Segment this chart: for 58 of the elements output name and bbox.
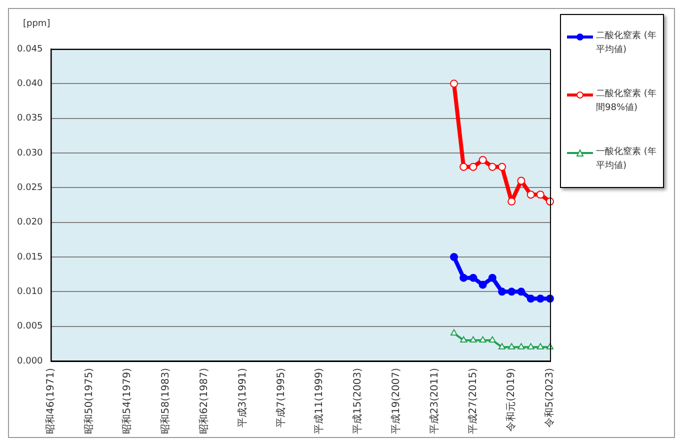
point <box>536 343 544 350</box>
point <box>536 190 544 199</box>
point <box>526 294 535 303</box>
y-tick-label: 0.020 <box>17 218 44 228</box>
y-axis-title: [ppm] <box>23 19 50 29</box>
y-tick-label: 0.035 <box>17 114 43 124</box>
point <box>536 294 544 303</box>
point <box>488 162 496 171</box>
point <box>469 162 478 171</box>
point <box>498 288 506 296</box>
x-tick-label: 昭和62(1987) <box>198 368 210 434</box>
y-tick-label: 0.025 <box>17 183 43 194</box>
point <box>488 336 496 342</box>
y-tick-label: 0.030 <box>17 148 44 158</box>
point <box>478 156 487 164</box>
x-tick-label: 平成11(1999) <box>313 368 326 434</box>
legend-label: 二酸化窒素 (年間98%値) <box>596 88 657 115</box>
x-tick-label: 令和元(2019) <box>505 368 518 432</box>
x-tick-label: 令和5(2023) <box>544 368 556 428</box>
x-tick-label: 平成15(2003) <box>352 368 364 434</box>
x-tick-label: 平成19(2007) <box>390 368 402 434</box>
point <box>478 280 487 289</box>
y-tick-label: 0.015 <box>17 252 43 262</box>
point <box>517 176 526 185</box>
x-tick-label: 平成27(2015) <box>466 368 479 434</box>
point <box>508 198 516 206</box>
point <box>450 253 458 262</box>
y-tick-label: 0.005 <box>17 322 43 332</box>
point <box>527 343 534 350</box>
y-tick-label: 0.040 <box>17 79 44 90</box>
point <box>460 162 468 171</box>
point <box>470 336 477 342</box>
point <box>526 190 535 199</box>
point <box>460 336 468 342</box>
x-tick-label: 平成7(1995) <box>274 368 287 428</box>
point <box>450 80 458 88</box>
point <box>460 274 468 282</box>
point <box>508 288 516 296</box>
point <box>518 343 525 350</box>
y-tick-label: 0.045 <box>17 44 43 54</box>
point <box>517 288 526 296</box>
legend-label: 一酸化窒素 (年平均値) <box>596 146 657 173</box>
legend-label: 二酸化窒素 (年平均値) <box>596 30 657 57</box>
point <box>498 162 506 171</box>
x-tick-label: 平成3(1991) <box>236 368 248 428</box>
point <box>488 274 496 282</box>
point <box>498 343 506 350</box>
y-tick-label: 0.000 <box>17 356 44 366</box>
x-tick-label: 昭和50(1975) <box>82 368 95 434</box>
point <box>508 343 516 350</box>
x-tick-label: 平成23(2011) <box>428 368 440 434</box>
x-tick-label: 昭和46(1971) <box>44 368 56 434</box>
x-tick-label: 昭和58(1983) <box>160 368 172 434</box>
point <box>450 329 458 336</box>
point <box>479 336 486 342</box>
x-tick-label: 昭和54(1979) <box>121 368 134 434</box>
y-tick-label: 0.010 <box>17 287 44 298</box>
point <box>469 274 478 282</box>
